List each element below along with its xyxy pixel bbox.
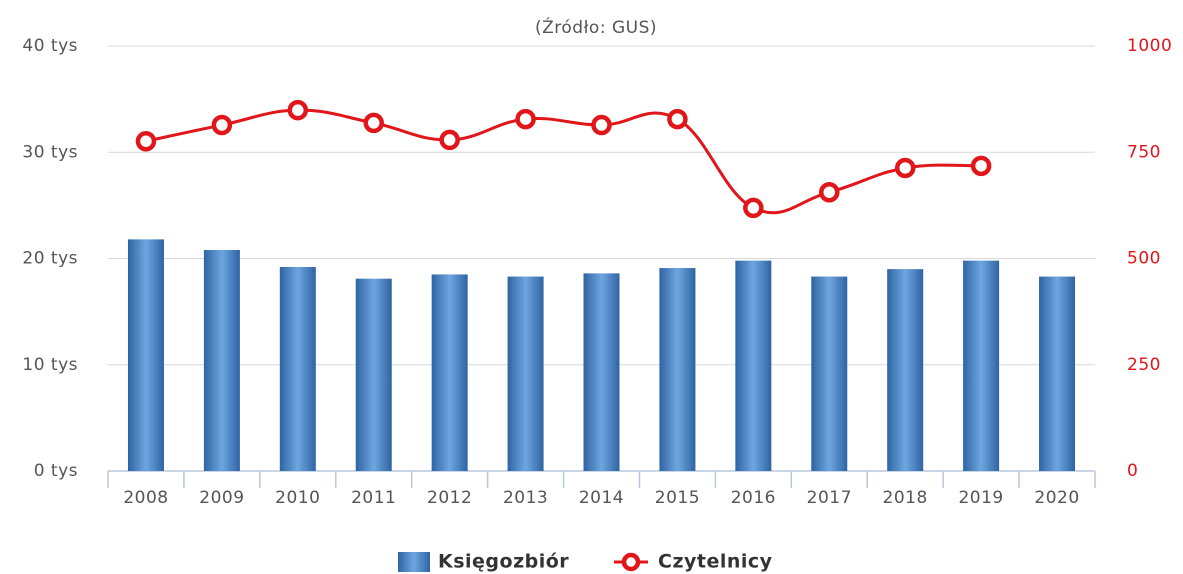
y2-tick-label: 250: [1127, 355, 1161, 375]
x-tick-label: 2010: [275, 488, 320, 508]
bar: [203, 250, 240, 471]
legend-label: Księgozbiór: [438, 551, 569, 573]
marker: [819, 181, 840, 203]
x-tick-label: 2019: [958, 488, 1003, 508]
marker: [515, 108, 536, 130]
bar: [735, 260, 772, 471]
legend-label: Czytelnicy: [658, 551, 773, 573]
marker: [439, 129, 460, 151]
y2-tick-label: 750: [1127, 142, 1161, 162]
marker: [211, 114, 233, 136]
bar: [431, 274, 468, 471]
x-tick-label: 2009: [199, 488, 244, 508]
bar: [963, 260, 1000, 471]
x-tick-label: 2013: [503, 488, 548, 508]
y-tick-label: 0 tys: [34, 461, 78, 481]
marker: [667, 108, 688, 130]
bar: [279, 267, 316, 471]
bar: [507, 276, 544, 471]
y2-tick-label: 500: [1127, 249, 1161, 269]
bar: [887, 269, 924, 471]
legend-swatch: [398, 552, 430, 572]
y-tick-label: 10 tys: [22, 355, 78, 375]
x-tick-label: 2020: [1034, 488, 1079, 508]
marker: [591, 114, 612, 136]
legend-swatch: [621, 552, 641, 572]
line: [145, 108, 982, 215]
chart-subtitle: (Źródło: GUS): [535, 16, 657, 38]
marker: [363, 112, 384, 134]
marker: [287, 99, 309, 121]
marker: [743, 197, 764, 219]
bar: [355, 278, 392, 471]
bar: [583, 273, 620, 471]
y2-tick-label: 1000: [1127, 36, 1172, 56]
x-tick-label: 2008: [123, 488, 168, 508]
x-tick-label: 2015: [655, 488, 700, 508]
marker: [894, 157, 916, 179]
x-tick-label: 2012: [427, 488, 472, 508]
x-tick-label: 2011: [351, 488, 396, 508]
x-tick-label: 2017: [807, 488, 852, 508]
y-tick-label: 40 tys: [22, 36, 78, 56]
bar: [1039, 276, 1076, 471]
y-tick-label: 30 tys: [22, 142, 78, 162]
x-tick-label: 2016: [731, 488, 776, 508]
y2-tick-label: 0: [1127, 461, 1138, 481]
bar: [127, 239, 164, 471]
bar: [659, 268, 696, 471]
marker: [970, 155, 992, 177]
bar: [811, 276, 848, 471]
x-tick-label: 2018: [883, 488, 928, 508]
x-tick-label: 2014: [579, 488, 624, 508]
marker: [135, 130, 157, 152]
y-tick-label: 20 tys: [22, 249, 78, 269]
